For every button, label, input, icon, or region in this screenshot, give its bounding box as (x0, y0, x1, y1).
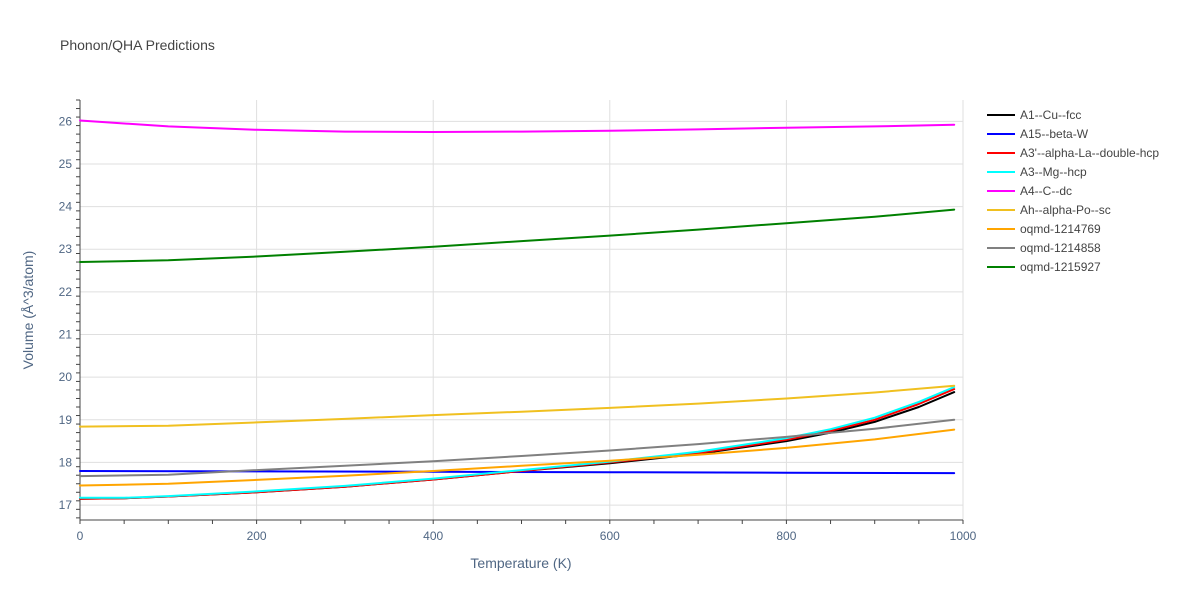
legend-item[interactable]: A3--Mg--hcp (987, 165, 1087, 179)
y-tick-label: 20 (59, 370, 73, 384)
y-tick-label: 25 (59, 157, 73, 171)
y-tick-label: 18 (59, 455, 73, 469)
series-line-ah-alpha-po-sc (79, 384, 956, 428)
x-tick-label: 1000 (950, 529, 977, 543)
series-line-a3-mg-hcp (79, 386, 956, 499)
y-tick-label: 23 (59, 242, 73, 256)
x-tick-label: 200 (247, 529, 267, 543)
legend-label: oqmd-1214858 (1020, 241, 1101, 255)
legend-item[interactable]: A1--Cu--fcc (987, 108, 1081, 122)
legend-item[interactable]: oqmd-1215927 (987, 260, 1101, 274)
legend-label: A1--Cu--fcc (1020, 108, 1081, 122)
series-line-oqmd-1215927 (79, 208, 956, 263)
legend-label: Ah--alpha-Po--sc (1020, 203, 1111, 217)
legend-label: oqmd-1215927 (1020, 260, 1101, 274)
y-tick-label: 22 (59, 285, 73, 299)
series-line-oqmd-1214858 (79, 418, 956, 478)
x-tick-label: 400 (423, 529, 443, 543)
x-tick-label: 0 (77, 529, 84, 543)
axes: 0 200 400 600 800 1000 17 18 19 20 21 22 23 24 25 26 (59, 99, 977, 543)
legend-item[interactable]: A3'--alpha-La--double-hcp (987, 146, 1159, 160)
y-axis-title: Volume (Å^3/atom) (20, 251, 36, 370)
chart-title: Phonon/QHA Predictions (60, 37, 215, 53)
legend-label: A4--C--dc (1020, 184, 1072, 198)
legend[interactable]: A1--Cu--fcc A15--beta-W A3'--alpha-La--dou… (987, 108, 1159, 274)
y-tick-label: 19 (59, 413, 73, 427)
legend-item[interactable]: oqmd-1214769 (987, 222, 1101, 236)
series-line-a4-c-dc (79, 119, 956, 133)
legend-item[interactable]: A4--C--dc (987, 184, 1072, 198)
x-tick-label: 800 (776, 529, 796, 543)
y-tick-label: 17 (59, 498, 73, 512)
x-axis-title: Temperature (K) (470, 555, 571, 571)
series-line-oqmd-1214769 (79, 428, 956, 487)
y-tick-label: 21 (59, 328, 73, 342)
legend-label: A3--Mg--hcp (1020, 165, 1087, 179)
x-tick-label: 600 (600, 529, 620, 543)
legend-label: oqmd-1214769 (1020, 222, 1101, 236)
legend-item[interactable]: oqmd-1214858 (987, 241, 1101, 255)
y-tick-label: 24 (59, 200, 73, 214)
legend-label: A15--beta-W (1020, 127, 1089, 141)
legend-label: A3'--alpha-La--double-hcp (1020, 146, 1159, 160)
y-tick-label: 26 (59, 114, 73, 128)
legend-item[interactable]: Ah--alpha-Po--sc (987, 203, 1111, 217)
grid-lines (79, 100, 964, 520)
legend-item[interactable]: A15--beta-W (987, 127, 1089, 141)
plot-area (79, 119, 956, 500)
